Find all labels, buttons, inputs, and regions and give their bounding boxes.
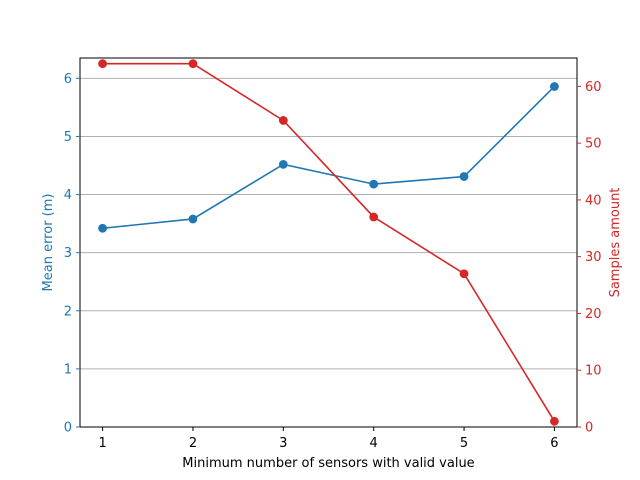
y-left-tick-label: 5 [64, 130, 72, 145]
data-point-samples [369, 212, 379, 222]
y-right-axis-label: Samples amount [608, 188, 623, 298]
grid-lines [80, 77, 577, 428]
y-left-axis-label: Mean error (m) [41, 194, 56, 292]
axes-layer [79, 57, 578, 428]
x-axis-label: Minimum number of sensors with valid val… [182, 456, 474, 471]
x-tick-label: 1 [98, 436, 106, 451]
data-point-samples [278, 116, 288, 125]
y-left-tick-label: 6 [64, 72, 72, 87]
y-right-tick-label: 10 [585, 364, 602, 379]
x-tick-label: 2 [189, 436, 197, 451]
data-point-samples [550, 416, 559, 426]
series-line-samples [102, 62, 556, 422]
data-point-mean-error [369, 179, 379, 189]
data-point-samples [459, 269, 469, 279]
x-tick-label: 5 [460, 436, 468, 451]
series-line-mean-error [102, 85, 555, 230]
y-right-tick-label: 20 [585, 307, 602, 322]
y-left-axis-ticks: 0 1 2 3 4 5 6 [64, 72, 80, 436]
data-point-mean-error [459, 172, 469, 181]
y-left-tick-label: 1 [64, 362, 72, 377]
y-left-tick-label: 0 [64, 421, 72, 436]
x-axis-ticks: 1 2 3 4 5 6 [98, 427, 559, 451]
y-right-tick-label: 50 [585, 137, 602, 152]
data-point-mean-error [188, 214, 198, 224]
series-layer [98, 59, 559, 426]
y-right-axis-ticks: 0 10 20 30 40 50 60 [577, 80, 602, 436]
plot-frame [79, 57, 578, 428]
data-point-samples [188, 59, 198, 69]
y-right-tick-label: 60 [585, 80, 602, 95]
y-right-tick-label: 40 [585, 193, 602, 208]
x-tick-label: 6 [550, 436, 558, 451]
x-tick-label: 4 [370, 436, 378, 451]
data-point-mean-error [98, 223, 107, 233]
x-tick-label: 3 [279, 436, 287, 451]
y-left-tick-label: 2 [64, 304, 72, 319]
y-right-tick-label: 30 [585, 250, 602, 265]
y-left-tick-label: 4 [64, 188, 72, 203]
data-point-mean-error [278, 159, 288, 169]
y-left-tick-label: 3 [64, 246, 72, 261]
data-point-mean-error [550, 82, 559, 91]
y-right-tick-label: 0 [585, 421, 593, 436]
data-point-samples [98, 59, 107, 69]
